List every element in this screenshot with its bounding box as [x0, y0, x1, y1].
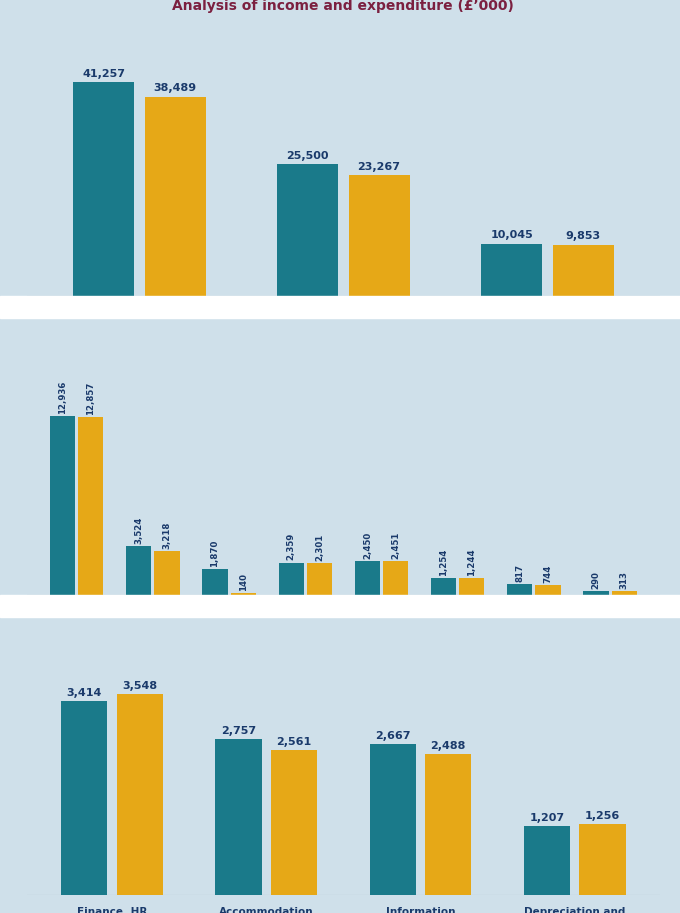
Bar: [552, 245, 613, 296]
Text: 25,500: 25,500: [286, 151, 329, 161]
Bar: [583, 592, 609, 595]
Text: 10,045: 10,045: [490, 230, 533, 240]
Text: 3,414: 3,414: [67, 688, 102, 698]
Text: 313: 313: [619, 571, 629, 589]
Bar: [459, 578, 484, 595]
Bar: [73, 82, 135, 296]
Title: Analysis of income and expenditure (£’000): Analysis of income and expenditure (£’00…: [173, 0, 514, 13]
Text: 1,870: 1,870: [211, 540, 220, 567]
Bar: [144, 97, 205, 296]
Text: 3,548: 3,548: [122, 681, 157, 691]
Text: 12,936: 12,936: [58, 381, 67, 415]
Bar: [355, 561, 380, 595]
Bar: [117, 694, 163, 895]
Text: 3,218: 3,218: [163, 521, 171, 549]
Text: 12,857: 12,857: [86, 382, 95, 415]
Text: 744: 744: [543, 564, 552, 582]
Bar: [348, 175, 409, 296]
Bar: [524, 826, 570, 895]
Bar: [535, 585, 560, 595]
Text: 290: 290: [592, 572, 600, 589]
Bar: [126, 547, 152, 595]
Text: 2,561: 2,561: [276, 737, 311, 747]
Legend: 2022, 2021: 2022, 2021: [269, 639, 418, 656]
Bar: [203, 570, 228, 595]
Bar: [231, 593, 256, 595]
Text: 1,254: 1,254: [439, 549, 448, 576]
Bar: [425, 754, 471, 895]
Text: 2,667: 2,667: [375, 730, 411, 740]
Bar: [50, 416, 75, 595]
Bar: [431, 578, 456, 595]
Bar: [271, 750, 317, 895]
Bar: [307, 563, 332, 595]
Text: 23,267: 23,267: [358, 163, 401, 173]
Text: 2,451: 2,451: [391, 531, 400, 559]
Text: 41,257: 41,257: [82, 69, 125, 79]
Text: 2,301: 2,301: [315, 534, 324, 561]
Text: 2,488: 2,488: [430, 740, 466, 750]
Bar: [61, 701, 107, 895]
Bar: [279, 562, 304, 595]
Text: 2,757: 2,757: [221, 726, 256, 736]
Text: 2,450: 2,450: [363, 532, 372, 559]
Title: Anaylsis of supporting activity expenditure: Anaylsis of supporting activity expendit…: [182, 599, 505, 612]
Text: 2,359: 2,359: [287, 533, 296, 561]
Bar: [507, 584, 532, 595]
Text: 1,244: 1,244: [467, 548, 476, 576]
Bar: [383, 561, 408, 595]
Text: 1,207: 1,207: [530, 813, 564, 824]
Bar: [78, 417, 103, 595]
Bar: [277, 163, 339, 296]
Text: 1,256: 1,256: [585, 811, 620, 821]
Bar: [216, 739, 262, 895]
Legend: 2022, 2021: 2022, 2021: [269, 356, 418, 373]
Bar: [481, 244, 543, 296]
Title: Analysis of regulatory activity expenditure (£’000): Analysis of regulatory activity expendit…: [153, 299, 534, 312]
Bar: [370, 744, 416, 895]
Bar: [611, 591, 636, 595]
Text: 817: 817: [515, 563, 524, 582]
Text: 9,853: 9,853: [566, 232, 600, 241]
Text: 140: 140: [239, 573, 248, 591]
Bar: [154, 551, 180, 595]
Bar: [579, 824, 626, 895]
Text: 38,489: 38,489: [154, 83, 197, 93]
Text: 3,524: 3,524: [135, 517, 143, 544]
